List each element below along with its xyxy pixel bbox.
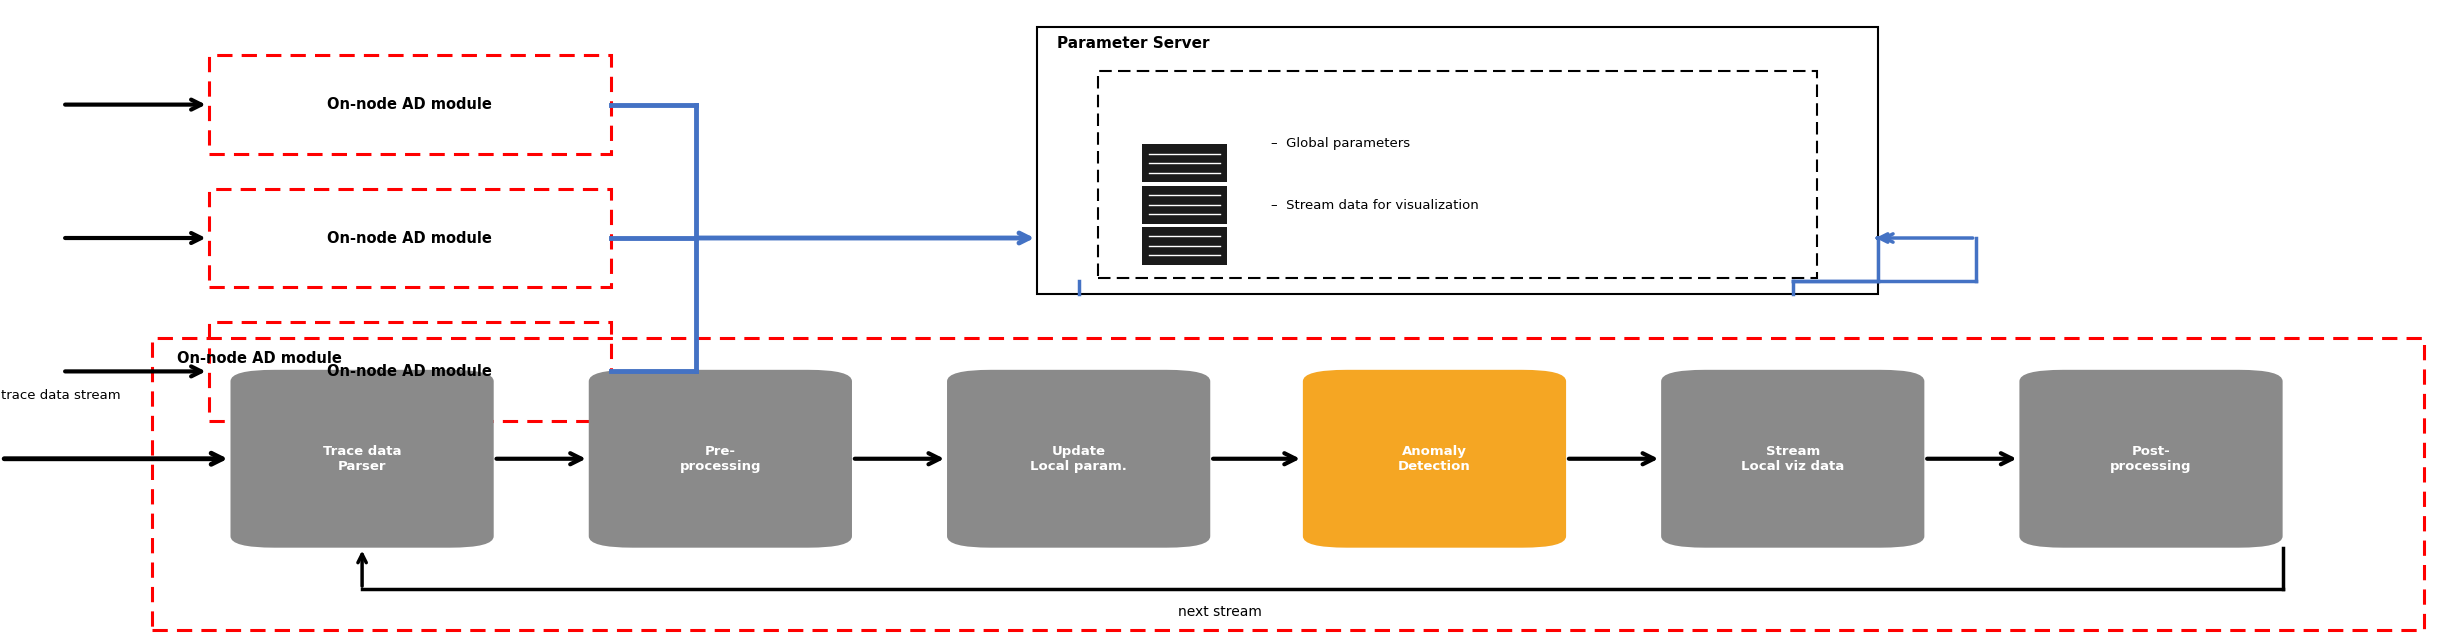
- FancyBboxPatch shape: [2020, 370, 2284, 547]
- Bar: [1142, 144, 1227, 182]
- FancyBboxPatch shape: [1303, 370, 1566, 547]
- Text: On-node AD module: On-node AD module: [327, 364, 493, 379]
- FancyBboxPatch shape: [1662, 370, 1925, 547]
- Bar: [207, 56, 610, 154]
- FancyBboxPatch shape: [947, 370, 1210, 547]
- Bar: [1142, 227, 1227, 265]
- Bar: [1149, 257, 1220, 265]
- Text: Parameter Server: Parameter Server: [1057, 36, 1210, 51]
- Bar: [151, 338, 2423, 630]
- Bar: [1037, 27, 1879, 293]
- FancyBboxPatch shape: [229, 370, 493, 547]
- Text: Update
Local param.: Update Local param.: [1030, 445, 1127, 473]
- Bar: [207, 322, 610, 420]
- Text: trace data stream: trace data stream: [2, 389, 122, 402]
- Text: Stream
Local viz data: Stream Local viz data: [1742, 445, 1845, 473]
- Text: On-node AD module: On-node AD module: [327, 230, 493, 246]
- Text: –  Stream data for visualization: – Stream data for visualization: [1271, 199, 1479, 212]
- Bar: [1142, 186, 1227, 224]
- Text: On-node AD module: On-node AD module: [176, 351, 342, 366]
- Text: Post-
processing: Post- processing: [2111, 445, 2191, 473]
- Text: –  Global parameters: – Global parameters: [1271, 137, 1410, 150]
- Bar: [207, 189, 610, 287]
- Text: Anomaly
Detection: Anomaly Detection: [1398, 445, 1471, 473]
- Text: Pre-
processing: Pre- processing: [681, 445, 761, 473]
- FancyBboxPatch shape: [588, 370, 852, 547]
- Text: On-node AD module: On-node AD module: [327, 97, 493, 112]
- Text: next stream: next stream: [1179, 605, 1261, 619]
- Text: Trace data
Parser: Trace data Parser: [322, 445, 400, 473]
- Bar: [1098, 71, 1818, 278]
